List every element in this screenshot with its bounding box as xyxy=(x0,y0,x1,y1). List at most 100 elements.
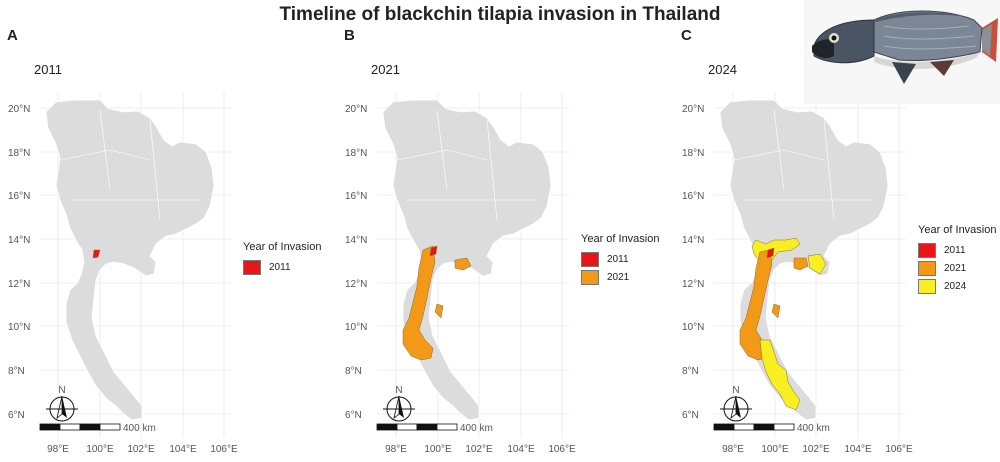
latitude-tick-label: 18°N xyxy=(682,148,704,159)
province-boundary xyxy=(59,149,151,161)
panel-year: 2021 xyxy=(371,62,400,77)
latitude-tick-label: 18°N xyxy=(8,148,30,159)
longitude-tick-label: 102°E xyxy=(802,444,830,455)
longitude-tick-label: 104°E xyxy=(507,444,535,455)
province-boundary xyxy=(99,109,111,191)
latitude-tick-label: 20°N xyxy=(345,104,367,115)
longitude-tick-label: 106°E xyxy=(885,444,913,455)
longitude-tick-label: 106°E xyxy=(548,444,576,455)
longitude-tick-label: 106°E xyxy=(210,444,238,455)
latitude-tick-label: 20°N xyxy=(682,104,704,115)
scale-bar-label: 400 km xyxy=(797,423,830,434)
latitude-tick-label: 16°N xyxy=(682,191,704,202)
legend-swatch-2011 xyxy=(243,260,261,275)
latitude-tick-label: 18°N xyxy=(345,148,367,159)
invaded-region-2021 xyxy=(434,303,444,319)
longitude-tick-label: 104°E xyxy=(844,444,872,455)
legend-label: 2021 xyxy=(944,263,967,274)
legend-swatch-2011 xyxy=(918,243,936,258)
legend-title: Year of Invasion xyxy=(581,233,660,245)
panel-c: C 2024 20°N 18°N 16°N 14°N 12°N 10°N 8°N 6°N 98°… xyxy=(674,0,1000,462)
legend-label: 2011 xyxy=(944,245,966,256)
latitude-tick-label: 8°N xyxy=(682,366,699,377)
province-boundary xyxy=(773,109,785,191)
latitude-tick-label: 12°N xyxy=(345,279,367,290)
north-arrow-dark-half xyxy=(399,396,404,418)
latitude-tick-label: 14°N xyxy=(345,235,367,246)
legend-item: 2011 xyxy=(918,242,996,259)
scale-bar-segment xyxy=(416,423,438,431)
panel-year: 2024 xyxy=(708,62,737,77)
longitude-tick-label: 98°E xyxy=(722,444,744,455)
longitude-tick-label: 104°E xyxy=(169,444,197,455)
latitude-tick-label: 16°N xyxy=(8,191,30,202)
north-arrow-light-half xyxy=(56,395,63,420)
scale-bar-segment xyxy=(79,423,101,431)
legend: Year of Invasion 2011 xyxy=(243,241,321,277)
latitude-tick-label: 8°N xyxy=(345,366,362,377)
longitude-tick-label: 100°E xyxy=(86,444,114,455)
legend: Year of Invasion 2011 2021 2024 xyxy=(918,224,996,296)
map-svg: 20°N 18°N 16°N 14°N 12°N 10°N 8°N 6°N 98°E 100°E 1… xyxy=(8,92,238,455)
longitude-tick-label: 100°E xyxy=(424,444,452,455)
invaded-region-2021 xyxy=(771,303,781,319)
longitude-tick-label: 98°E xyxy=(47,444,69,455)
panel-year: 2011 xyxy=(34,62,62,77)
province-boundary xyxy=(733,149,825,161)
longitude-tick-label: 102°E xyxy=(127,444,155,455)
scale-bar-segment xyxy=(59,423,81,431)
legend-item: 2011 xyxy=(581,251,659,268)
north-label: N xyxy=(732,385,739,396)
latitude-tick-label: 10°N xyxy=(8,322,30,333)
north-arrow-dark-half xyxy=(736,396,741,418)
legend-title: Year of Invasion xyxy=(918,224,997,236)
scale-bar-segment xyxy=(396,423,418,431)
longitude-tick-label: 102°E xyxy=(465,444,493,455)
invaded-region-2011 xyxy=(429,245,438,257)
legend-item: 2011 xyxy=(243,259,321,276)
invaded-region-2021 xyxy=(402,245,436,361)
panel-a: A 2011 20°N 18°N 16°N 14°N 12°N 10°N 8°N 6°N 98°… xyxy=(0,0,335,462)
north-arrow-icon xyxy=(383,395,415,422)
scale-bar-segment xyxy=(733,423,755,431)
figure-title: Timeline of blackchin tilapia invasion i… xyxy=(279,4,721,25)
north-label: N xyxy=(395,385,402,396)
north-arrow-light-half xyxy=(393,395,400,420)
panel-letter: A xyxy=(7,27,18,44)
latitude-tick-label: 6°N xyxy=(8,410,25,421)
north-arrow-dark-half xyxy=(62,396,67,418)
invaded-region-2021 xyxy=(793,257,809,271)
legend-swatch-2021 xyxy=(581,270,599,285)
latitude-tick-label: 14°N xyxy=(682,235,704,246)
province-boundary xyxy=(436,109,448,191)
latitude-tick-label: 10°N xyxy=(345,322,367,333)
panel-b: B 2021 20°N 18°N 16°N 14°N 12°N 10°N 8°N 6°N 98°… xyxy=(337,0,672,462)
invaded-region-2024 xyxy=(807,253,827,275)
scale-bar-label: 400 km xyxy=(460,423,493,434)
tilapia-fish-image xyxy=(804,0,1000,104)
panel-letter: C xyxy=(681,27,692,44)
legend: Year of Invasion 2011 2021 xyxy=(581,233,659,287)
scale-bar-segment xyxy=(713,423,735,431)
invaded-region-2011 xyxy=(766,247,775,259)
legend-label: 2024 xyxy=(944,281,967,292)
latitude-tick-label: 10°N xyxy=(682,322,704,333)
map-svg: 20°N 18°N 16°N 14°N 12°N 10°N 8°N 6°N 98°E 100°E 1… xyxy=(682,92,913,455)
invaded-region-2011 xyxy=(92,249,101,259)
scale-bar-segment xyxy=(376,423,398,431)
scale-bar-segment xyxy=(436,423,458,431)
legend-item: 2021 xyxy=(581,269,659,286)
latitude-tick-label: 16°N xyxy=(345,191,367,202)
map-svg: 20°N 18°N 16°N 14°N 12°N 10°N 8°N 6°N 98°E 100°E 1… xyxy=(345,92,576,455)
latitude-tick-label: 14°N xyxy=(8,235,30,246)
legend-swatch-2024 xyxy=(918,279,936,294)
legend-swatch-2021 xyxy=(918,261,936,276)
legend-label: 2011 xyxy=(607,254,629,265)
legend-label: 2011 xyxy=(269,262,291,273)
legend-item: 2021 xyxy=(918,260,996,277)
province-boundary xyxy=(823,119,835,221)
scale-bar-segment xyxy=(99,423,121,431)
north-arrow-icon xyxy=(46,395,78,422)
invaded-region-2021 xyxy=(454,257,472,271)
scale-bar-segment xyxy=(39,423,61,431)
